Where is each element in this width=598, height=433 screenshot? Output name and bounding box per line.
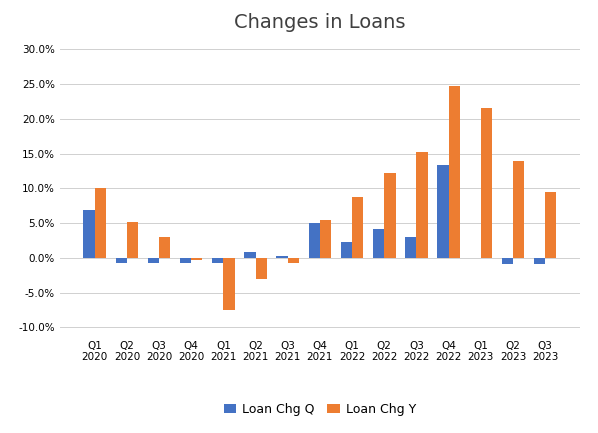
Bar bbox=[416, 152, 428, 258]
Bar bbox=[94, 188, 106, 258]
Bar bbox=[255, 258, 267, 279]
Bar bbox=[320, 220, 331, 258]
Legend: Loan Chg Q, Loan Chg Y: Loan Chg Q, Loan Chg Y bbox=[218, 398, 422, 421]
Bar bbox=[545, 192, 556, 258]
Bar bbox=[212, 258, 224, 263]
Bar bbox=[115, 258, 127, 263]
Bar bbox=[448, 86, 460, 258]
Bar bbox=[191, 258, 203, 260]
Bar bbox=[309, 223, 320, 258]
Bar bbox=[481, 108, 492, 258]
Bar bbox=[437, 165, 448, 258]
Bar bbox=[385, 173, 395, 258]
Bar bbox=[245, 252, 255, 258]
Bar bbox=[180, 258, 191, 263]
Bar bbox=[84, 210, 94, 258]
Bar bbox=[352, 197, 364, 258]
Title: Changes in Loans: Changes in Loans bbox=[234, 13, 405, 32]
Bar bbox=[276, 256, 288, 258]
Bar bbox=[341, 242, 352, 258]
Bar bbox=[148, 258, 159, 263]
Bar bbox=[405, 237, 416, 258]
Bar bbox=[534, 258, 545, 264]
Bar bbox=[224, 258, 234, 310]
Bar bbox=[159, 237, 170, 258]
Bar bbox=[127, 222, 138, 258]
Bar bbox=[373, 229, 385, 258]
Bar bbox=[288, 258, 299, 263]
Bar bbox=[513, 161, 524, 258]
Bar bbox=[502, 258, 513, 264]
